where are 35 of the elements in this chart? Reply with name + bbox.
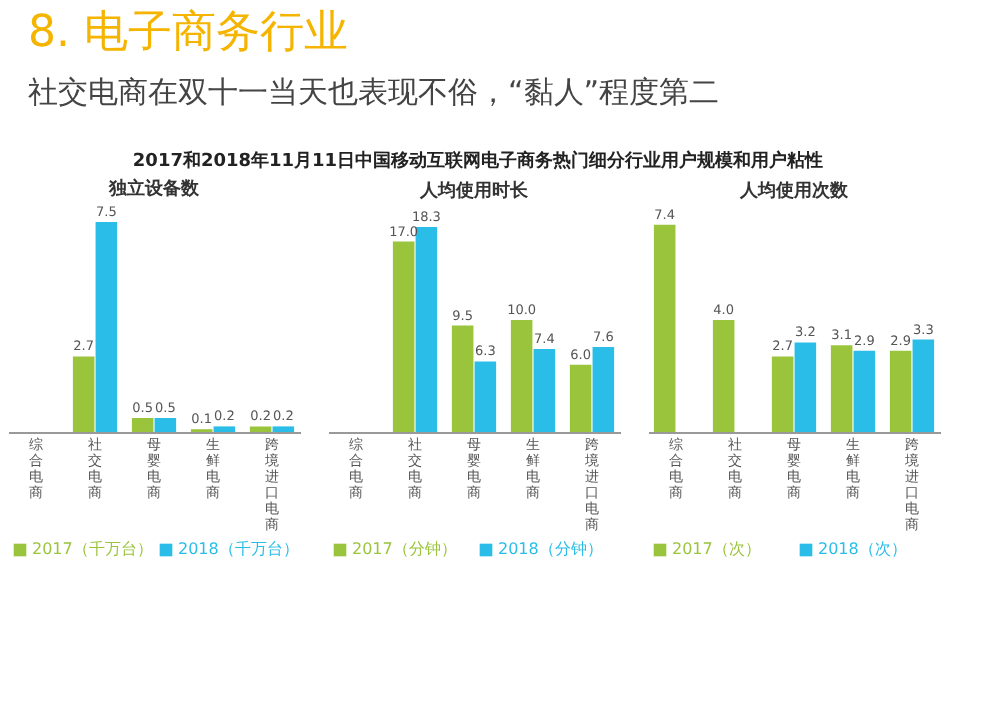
bar [72, 356, 95, 432]
text: 社交电商在双十一当天也表现不俗，“黏人”程度第二 [28, 74, 720, 110]
bar [272, 426, 295, 432]
bar [154, 418, 177, 432]
bar [131, 418, 154, 432]
text: 2017（次） [672, 540, 761, 558]
legend-label: 2018（分钟） [498, 540, 603, 558]
bar [794, 342, 817, 432]
chart-title: 独立设备数 [107, 178, 201, 200]
bar [592, 346, 615, 432]
bar [533, 349, 556, 432]
bar [712, 320, 735, 432]
bar [569, 364, 592, 432]
chart-title: 人均使用次数 [738, 180, 850, 202]
bar [510, 320, 533, 432]
bar [771, 356, 794, 432]
legend-label: 2018（千万台） [178, 540, 299, 558]
bar [415, 227, 438, 432]
chart-title: 人均使用时长 [418, 180, 530, 202]
legend-label: 2017（千万台） [32, 540, 153, 558]
bar [95, 222, 118, 432]
bar [213, 426, 236, 432]
text: 2017和2018年11月11日中国移动互联网电子商务热门细分行业用户规模和用户粘性 [132, 150, 824, 172]
bar [830, 345, 853, 432]
bar [392, 241, 415, 432]
bar [451, 325, 474, 432]
bar [653, 224, 676, 432]
bar [249, 426, 272, 432]
text: 8. 电子商务行业 [28, 8, 348, 58]
bar [853, 350, 876, 432]
bar [912, 339, 935, 432]
text: 2017（分钟） [352, 540, 457, 558]
bar [889, 350, 912, 432]
legend-label: 2018（次） [818, 540, 907, 558]
bar [474, 361, 497, 432]
